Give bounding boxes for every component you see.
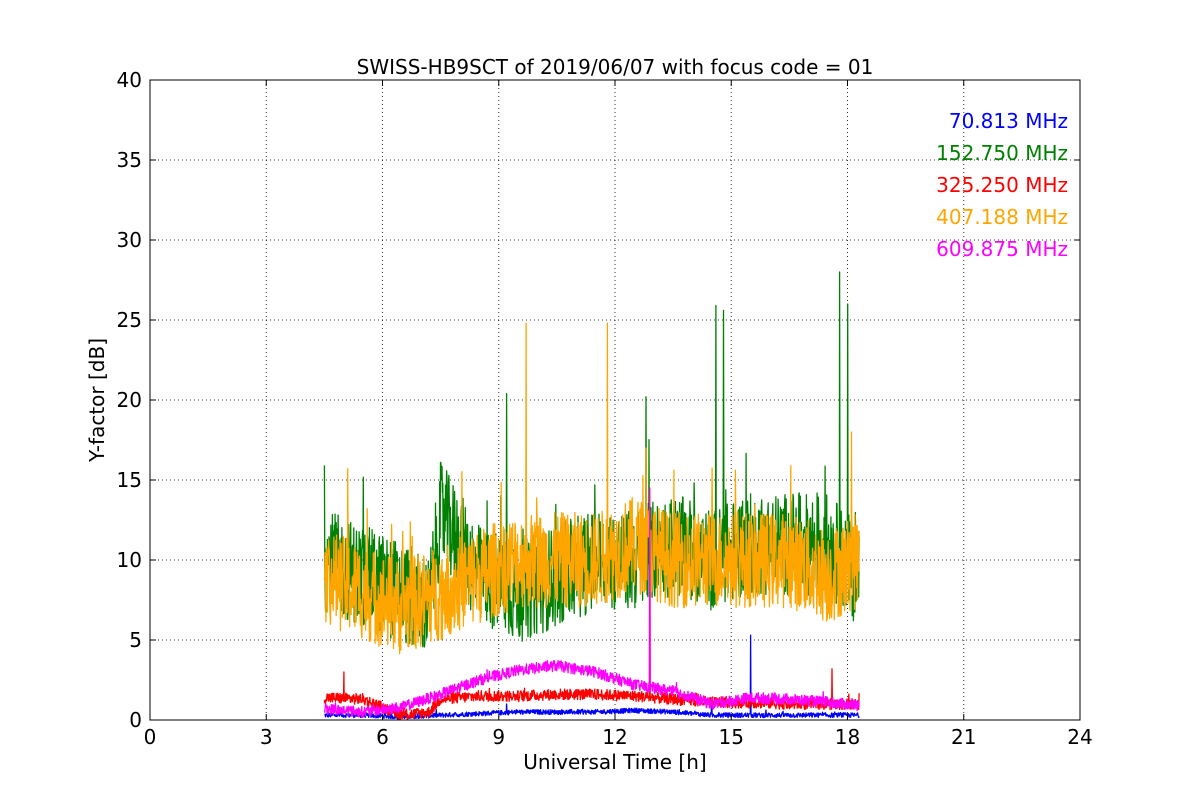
y-tick-label: 5 [129,628,142,652]
chart-title: SWISS-HB9SCT of 2019/06/07 with focus co… [357,55,874,79]
x-axis-label: Universal Time [h] [523,750,706,774]
y-tick-label: 0 [129,708,142,732]
y-axis-label: Y-factor [dB] [85,338,109,463]
legend-entry: 70.813 MHz [949,109,1068,133]
axis-ticks: 0 3 6 9 12 15 18 21 24 0 5 10 15 20 25 30 35 40 [117,68,1093,749]
y-tick-label: 20 [117,388,142,412]
legend-entry: 325.250 MHz [936,173,1068,197]
x-tick-label: 24 [1067,725,1092,749]
series-line [323,322,860,655]
x-tick-label: 0 [144,725,157,749]
plot-series [323,271,860,720]
x-tick-label: 18 [835,725,860,749]
x-tick-label: 21 [951,725,976,749]
y-tick-label: 40 [117,68,142,92]
y-tick-label: 30 [117,228,142,252]
x-tick-label: 15 [719,725,744,749]
y-tick-label: 25 [117,308,142,332]
legend-entry: 407.188 MHz [936,205,1068,229]
x-tick-label: 6 [376,725,389,749]
series-line [323,495,860,720]
x-tick-label: 3 [260,725,273,749]
y-tick-label: 10 [117,548,142,572]
x-tick-label: 12 [602,725,627,749]
y-tick-label: 35 [117,148,142,172]
series-line [323,487,860,719]
legend: 70.813 MHz 152.750 MHz 325.250 MHz 407.188 … [936,109,1068,261]
x-tick-label: 9 [492,725,505,749]
legend-entry: 152.750 MHz [936,141,1068,165]
y-tick-label: 15 [117,468,142,492]
legend-entry: 609.875 MHz [936,237,1068,261]
